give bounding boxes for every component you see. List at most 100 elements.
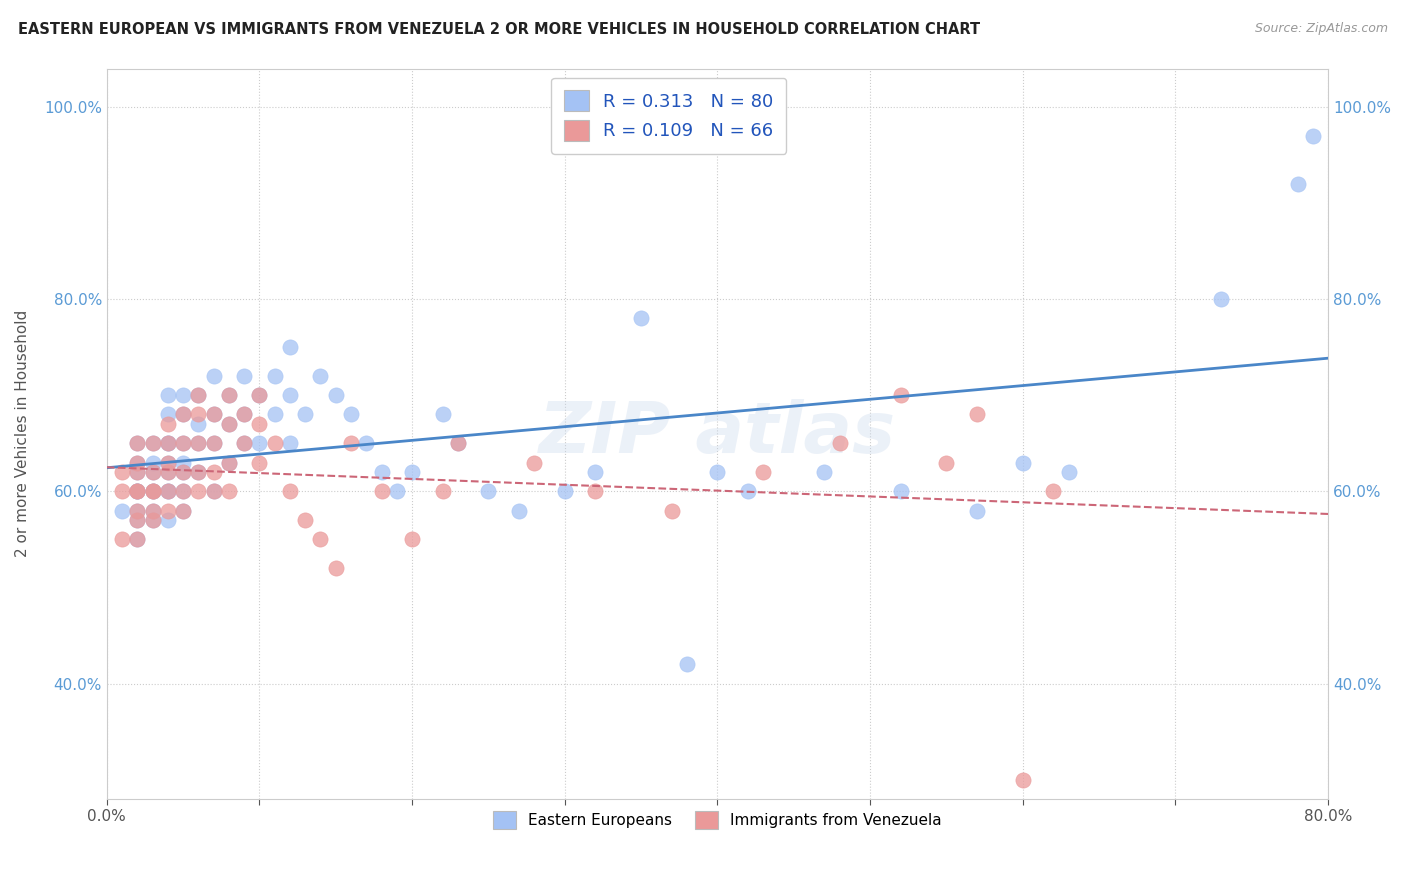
Point <box>249 417 271 431</box>
Point <box>249 388 271 402</box>
Point <box>187 484 209 499</box>
Point <box>966 408 988 422</box>
Point <box>156 484 179 499</box>
Point <box>966 503 988 517</box>
Point <box>172 388 194 402</box>
Point <box>309 533 332 547</box>
Point <box>172 484 194 499</box>
Point <box>554 484 576 499</box>
Point <box>127 484 149 499</box>
Point <box>142 465 165 479</box>
Point <box>218 456 240 470</box>
Point <box>249 436 271 450</box>
Point <box>340 408 363 422</box>
Point <box>111 465 134 479</box>
Point <box>127 456 149 470</box>
Point <box>370 484 392 499</box>
Point <box>187 388 209 402</box>
Point <box>737 484 759 499</box>
Point <box>1211 292 1233 306</box>
Point <box>142 484 165 499</box>
Point <box>187 388 209 402</box>
Point <box>187 436 209 450</box>
Point <box>142 503 165 517</box>
Point <box>233 408 256 422</box>
Point <box>172 484 194 499</box>
Point <box>156 408 179 422</box>
Point <box>263 408 285 422</box>
Point <box>278 484 301 499</box>
Point <box>202 436 225 450</box>
Point <box>172 408 194 422</box>
Point <box>127 533 149 547</box>
Text: Source: ZipAtlas.com: Source: ZipAtlas.com <box>1254 22 1388 36</box>
Point <box>156 503 179 517</box>
Point <box>127 484 149 499</box>
Point <box>156 388 179 402</box>
Point <box>127 484 149 499</box>
Point <box>523 456 546 470</box>
Point <box>1302 128 1324 143</box>
Point <box>477 484 499 499</box>
Point <box>233 369 256 384</box>
Point <box>187 465 209 479</box>
Point <box>142 513 165 527</box>
Point <box>325 388 347 402</box>
Point <box>172 436 194 450</box>
Point <box>706 465 728 479</box>
Legend: Eastern Europeans, Immigrants from Venezuela: Eastern Europeans, Immigrants from Venez… <box>486 805 948 835</box>
Point <box>1286 177 1309 191</box>
Point <box>127 484 149 499</box>
Point <box>890 388 912 402</box>
Point <box>356 436 378 450</box>
Point <box>156 484 179 499</box>
Point <box>935 456 957 470</box>
Point <box>142 484 165 499</box>
Point <box>828 436 851 450</box>
Point <box>156 465 179 479</box>
Point <box>156 456 179 470</box>
Point <box>156 436 179 450</box>
Point <box>172 503 194 517</box>
Point <box>325 561 347 575</box>
Point <box>172 465 194 479</box>
Point <box>813 465 835 479</box>
Point <box>127 503 149 517</box>
Point <box>172 436 194 450</box>
Point <box>142 484 165 499</box>
Point <box>142 484 165 499</box>
Point <box>1011 456 1033 470</box>
Point <box>156 436 179 450</box>
Point <box>172 465 194 479</box>
Point <box>187 408 209 422</box>
Point <box>218 456 240 470</box>
Point <box>1042 484 1064 499</box>
Point <box>218 388 240 402</box>
Point <box>630 311 652 326</box>
Point <box>127 513 149 527</box>
Point <box>142 436 165 450</box>
Point <box>127 503 149 517</box>
Point <box>142 503 165 517</box>
Point <box>508 503 530 517</box>
Point <box>127 533 149 547</box>
Point <box>447 436 470 450</box>
Text: EASTERN EUROPEAN VS IMMIGRANTS FROM VENEZUELA 2 OR MORE VEHICLES IN HOUSEHOLD CO: EASTERN EUROPEAN VS IMMIGRANTS FROM VENE… <box>18 22 980 37</box>
Point <box>661 503 683 517</box>
Point <box>233 408 256 422</box>
Point <box>752 465 775 479</box>
Point <box>278 436 301 450</box>
Point <box>127 484 149 499</box>
Point <box>127 436 149 450</box>
Point <box>142 513 165 527</box>
Point <box>127 513 149 527</box>
Point <box>111 503 134 517</box>
Point <box>172 408 194 422</box>
Point <box>385 484 408 499</box>
Point <box>218 417 240 431</box>
Point <box>218 388 240 402</box>
Point <box>202 369 225 384</box>
Point <box>309 369 332 384</box>
Point <box>401 465 423 479</box>
Point <box>294 408 316 422</box>
